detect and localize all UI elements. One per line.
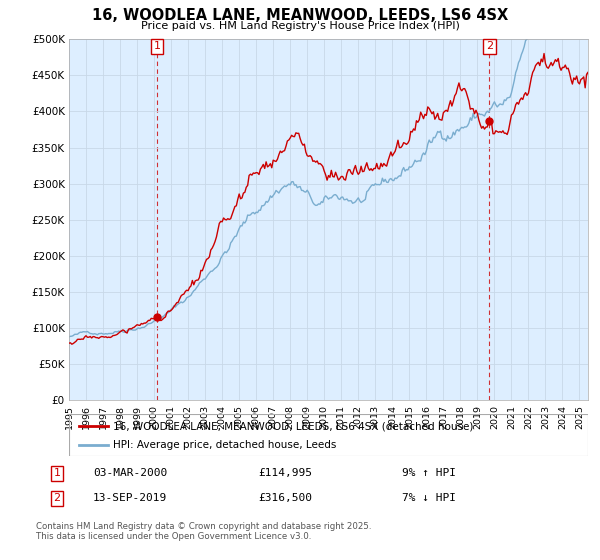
- Text: 03-MAR-2000: 03-MAR-2000: [93, 468, 167, 478]
- Text: 16, WOODLEA LANE, MEANWOOD, LEEDS, LS6 4SX: 16, WOODLEA LANE, MEANWOOD, LEEDS, LS6 4…: [92, 8, 508, 24]
- Text: 1: 1: [53, 468, 61, 478]
- Text: 9% ↑ HPI: 9% ↑ HPI: [402, 468, 456, 478]
- Text: HPI: Average price, detached house, Leeds: HPI: Average price, detached house, Leed…: [113, 440, 337, 450]
- Text: 13-SEP-2019: 13-SEP-2019: [93, 493, 167, 503]
- Text: Contains HM Land Registry data © Crown copyright and database right 2025.
This d: Contains HM Land Registry data © Crown c…: [36, 522, 371, 542]
- Text: 16, WOODLEA LANE, MEANWOOD, LEEDS, LS6 4SX (detached house): 16, WOODLEA LANE, MEANWOOD, LEEDS, LS6 4…: [113, 421, 473, 431]
- Text: £114,995: £114,995: [258, 468, 312, 478]
- Text: 2: 2: [53, 493, 61, 503]
- Text: 2: 2: [486, 41, 493, 52]
- Text: Price paid vs. HM Land Registry's House Price Index (HPI): Price paid vs. HM Land Registry's House …: [140, 21, 460, 31]
- Text: 1: 1: [154, 41, 160, 52]
- Text: £316,500: £316,500: [258, 493, 312, 503]
- Text: 7% ↓ HPI: 7% ↓ HPI: [402, 493, 456, 503]
